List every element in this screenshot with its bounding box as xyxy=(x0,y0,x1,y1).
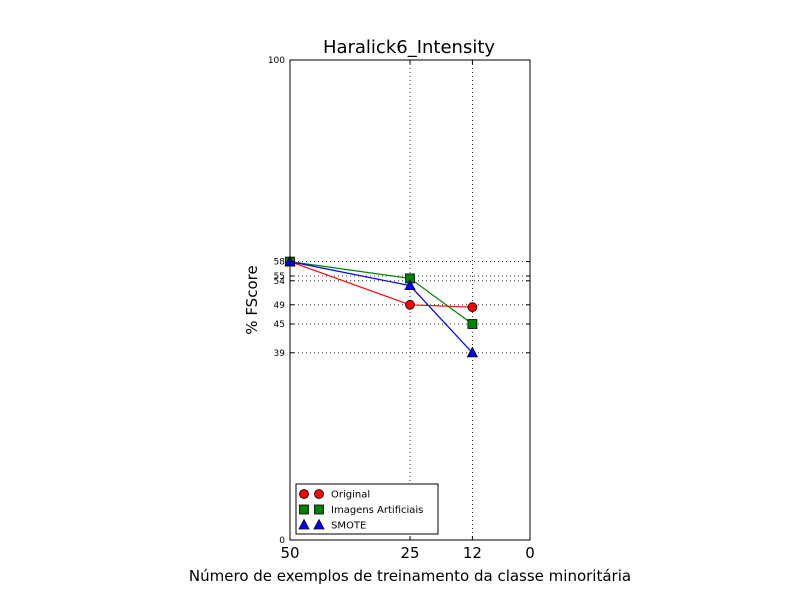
series-imagens-artificiais xyxy=(285,256,478,329)
legend-item: Original xyxy=(299,489,370,501)
y-tick-label: 49 xyxy=(274,301,286,311)
chart-title: Haralick6_Intensity xyxy=(323,37,495,58)
series-group xyxy=(284,255,479,358)
legend-marker xyxy=(299,504,309,515)
legend-marker xyxy=(314,489,324,499)
y-tick-label: 100 xyxy=(268,56,285,66)
y-tick-label: 54 xyxy=(274,277,286,287)
data-point xyxy=(467,319,478,329)
data-point xyxy=(405,299,415,310)
data-point xyxy=(404,279,416,291)
series-line xyxy=(289,261,473,308)
y-tick-label: 0 xyxy=(279,536,285,546)
data-point xyxy=(467,302,478,313)
legend-label: Original xyxy=(331,490,370,501)
x-axis-label: Número de exemplos de treinamento da cla… xyxy=(189,567,631,585)
legend-label: Imagens Artificiais xyxy=(331,505,423,516)
legend-marker xyxy=(314,504,324,515)
y-tick-label: 58 xyxy=(274,258,286,268)
legend-marker xyxy=(313,518,325,530)
x-tick-label: 25 xyxy=(400,544,419,562)
legend-marker xyxy=(299,489,309,499)
y-axis-label: % FScore xyxy=(243,265,261,334)
legend-marker xyxy=(298,518,310,530)
y-tick-label: 39 xyxy=(274,349,286,359)
legend-item: Imagens Artificiais xyxy=(299,504,423,516)
legend-item: SMOTE xyxy=(298,518,366,532)
x-tick-label: 12 xyxy=(463,544,482,562)
data-point xyxy=(466,346,479,358)
y-tick-label: 55 xyxy=(274,272,285,282)
legend: Original Imagens Artificiais SMOTE xyxy=(295,483,439,535)
series-line xyxy=(289,261,473,354)
x-tick-label: 50 xyxy=(280,544,299,562)
legend-label: SMOTE xyxy=(331,521,366,532)
y-tick-label: 45 xyxy=(274,320,285,330)
x-tick-label: 0 xyxy=(525,544,535,562)
